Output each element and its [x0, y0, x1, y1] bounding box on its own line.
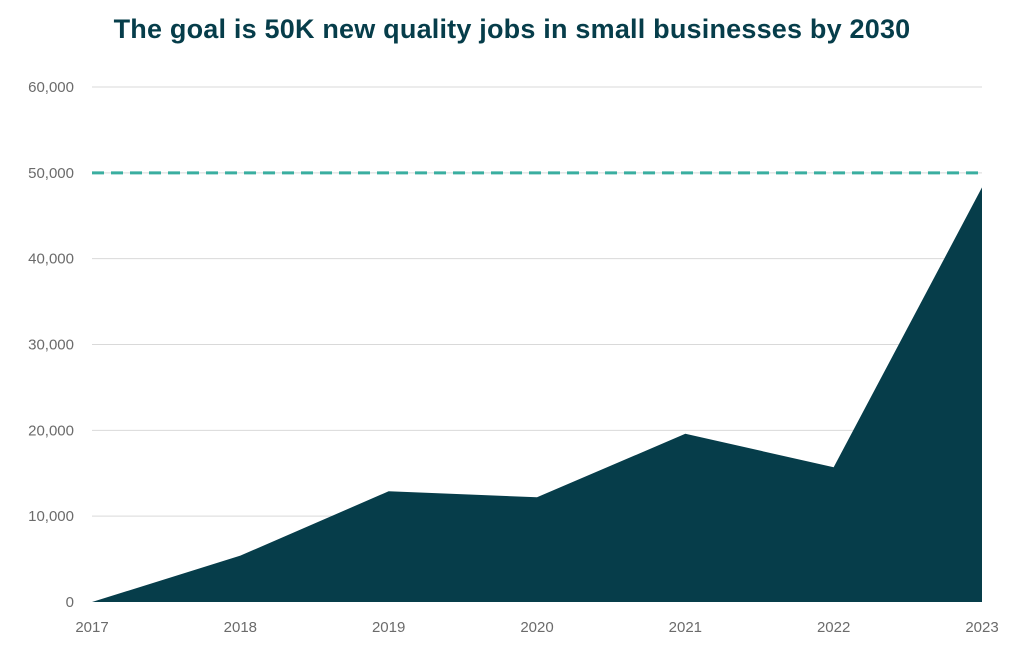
y-axis-ticks: 0 10,000 20,000 30,000 40,000 50,000 60,000	[28, 79, 74, 611]
y-tick-label: 0	[66, 594, 74, 611]
area-series-fill	[92, 187, 982, 603]
y-tick-label: 40,000	[28, 251, 74, 268]
x-tick-label: 2023	[965, 619, 998, 636]
x-tick-label: 2020	[520, 619, 553, 636]
chart-title: The goal is 50K new quality jobs in smal…	[113, 14, 911, 44]
y-tick-label: 30,000	[28, 337, 74, 354]
area-series	[91, 187, 983, 603]
y-tick-label: 20,000	[28, 422, 74, 439]
x-tick-label: 2021	[669, 619, 702, 636]
y-tick-label: 10,000	[28, 508, 74, 525]
y-tick-label: 60,000	[28, 79, 74, 96]
y-tick-label: 50,000	[28, 165, 74, 182]
gridlines	[92, 86, 982, 517]
x-tick-label: 2017	[75, 619, 108, 636]
x-tick-label: 2022	[817, 619, 850, 636]
x-axis-ticks: 2017 2018 2019 2020 2021 2022 2023	[75, 619, 998, 636]
x-tick-label: 2019	[372, 619, 405, 636]
x-tick-label: 2018	[224, 619, 257, 636]
